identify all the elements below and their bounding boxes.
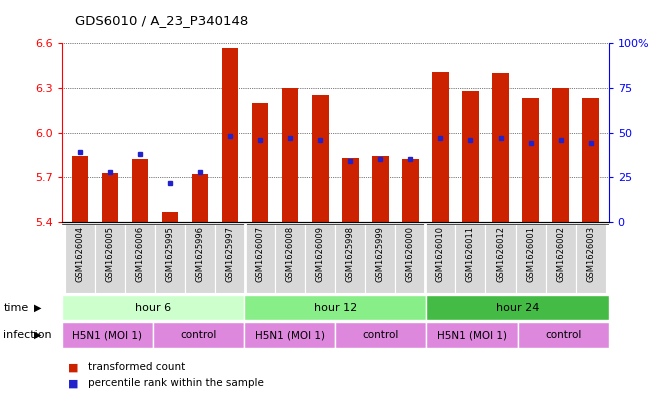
Text: time: time: [3, 303, 29, 312]
Bar: [215, 224, 245, 293]
Bar: [365, 224, 395, 293]
Bar: [62, 322, 153, 348]
Text: H5N1 (MOI 1): H5N1 (MOI 1): [437, 330, 507, 340]
Bar: [462, 91, 478, 222]
Text: GSM1625999: GSM1625999: [376, 226, 385, 282]
Bar: [432, 72, 449, 222]
Text: GDS6010 / A_23_P340148: GDS6010 / A_23_P340148: [75, 15, 248, 28]
Text: ▶: ▶: [34, 330, 42, 340]
Bar: [161, 211, 178, 222]
Bar: [244, 322, 335, 348]
Bar: [335, 224, 365, 293]
Text: hour 6: hour 6: [135, 303, 171, 312]
Bar: [335, 322, 426, 348]
Bar: [425, 224, 456, 293]
Bar: [65, 224, 95, 293]
Text: H5N1 (MOI 1): H5N1 (MOI 1): [255, 330, 325, 340]
Text: hour 12: hour 12: [314, 303, 357, 312]
Text: infection: infection: [3, 330, 52, 340]
Bar: [492, 73, 509, 222]
Text: H5N1 (MOI 1): H5N1 (MOI 1): [72, 330, 143, 340]
Bar: [153, 322, 244, 348]
Text: control: control: [545, 330, 581, 340]
Bar: [312, 95, 329, 222]
Text: GSM1626005: GSM1626005: [105, 226, 115, 282]
Bar: [426, 295, 609, 320]
Bar: [155, 224, 185, 293]
Bar: [402, 160, 419, 222]
Bar: [275, 224, 305, 293]
Bar: [552, 88, 569, 222]
Text: GSM1626006: GSM1626006: [135, 226, 145, 282]
Bar: [95, 224, 125, 293]
Text: GSM1626009: GSM1626009: [316, 226, 325, 282]
Bar: [244, 295, 426, 320]
Text: ▶: ▶: [34, 303, 42, 312]
Bar: [583, 98, 599, 222]
Bar: [395, 224, 425, 293]
Bar: [62, 295, 244, 320]
Bar: [372, 156, 389, 222]
Text: GSM1626000: GSM1626000: [406, 226, 415, 282]
Text: GSM1626004: GSM1626004: [76, 226, 85, 282]
Bar: [102, 173, 118, 222]
Text: control: control: [363, 330, 399, 340]
Bar: [185, 224, 215, 293]
Text: percentile rank within the sample: percentile rank within the sample: [88, 378, 264, 388]
Text: GSM1626001: GSM1626001: [526, 226, 535, 282]
Text: GSM1626003: GSM1626003: [586, 226, 595, 282]
Text: GSM1625995: GSM1625995: [165, 226, 174, 282]
Bar: [125, 224, 155, 293]
Bar: [575, 224, 605, 293]
Bar: [252, 103, 268, 222]
Text: GSM1625996: GSM1625996: [195, 226, 204, 282]
Bar: [305, 224, 335, 293]
Bar: [516, 224, 546, 293]
Text: GSM1626002: GSM1626002: [556, 226, 565, 282]
Text: GSM1626007: GSM1626007: [256, 226, 265, 282]
Bar: [72, 156, 88, 222]
Text: hour 24: hour 24: [496, 303, 539, 312]
Text: ■: ■: [68, 378, 79, 388]
Text: ■: ■: [68, 362, 79, 373]
Bar: [342, 158, 359, 222]
Bar: [518, 322, 609, 348]
Bar: [245, 224, 275, 293]
Bar: [456, 224, 486, 293]
Text: GSM1625998: GSM1625998: [346, 226, 355, 282]
Text: GSM1626011: GSM1626011: [466, 226, 475, 282]
Bar: [192, 174, 208, 222]
Text: GSM1626008: GSM1626008: [286, 226, 295, 282]
Bar: [426, 322, 518, 348]
Bar: [282, 88, 298, 222]
Text: GSM1626012: GSM1626012: [496, 226, 505, 282]
Text: GSM1625997: GSM1625997: [226, 226, 234, 282]
Bar: [522, 98, 539, 222]
Bar: [132, 160, 148, 222]
Text: control: control: [180, 330, 217, 340]
Bar: [546, 224, 575, 293]
Text: transformed count: transformed count: [88, 362, 185, 373]
Text: GSM1626010: GSM1626010: [436, 226, 445, 282]
Bar: [486, 224, 516, 293]
Bar: [222, 48, 238, 222]
